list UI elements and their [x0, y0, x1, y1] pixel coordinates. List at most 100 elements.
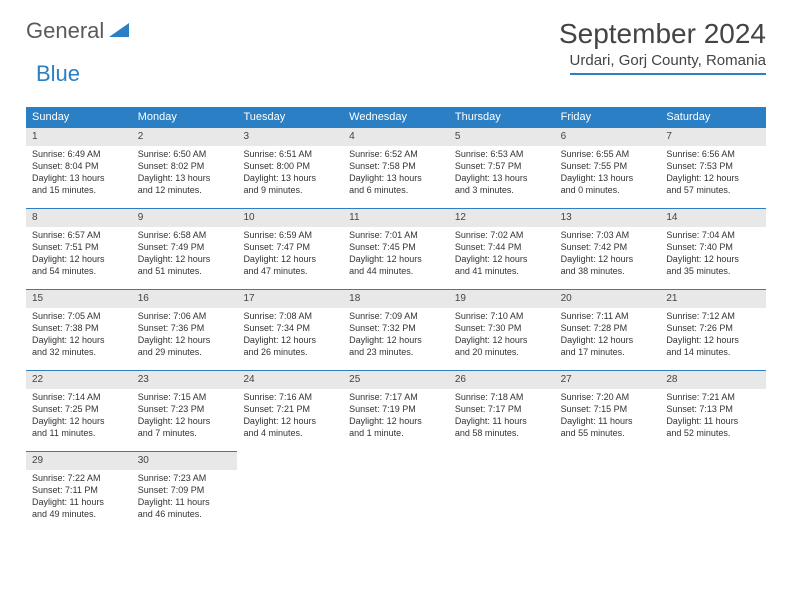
day-ss: Sunset: 7:09 PM: [138, 484, 232, 496]
day-d1: Daylight: 13 hours: [243, 172, 337, 184]
day-number: 9: [132, 208, 238, 227]
day-number: 11: [343, 208, 449, 227]
day-d2: and 23 minutes.: [349, 346, 443, 358]
day-ss: Sunset: 7:58 PM: [349, 160, 443, 172]
day-sr: Sunrise: 7:18 AM: [455, 391, 549, 403]
day-number: 30: [132, 451, 238, 470]
day-data: Sunrise: 6:57 AMSunset: 7:51 PMDaylight:…: [26, 227, 132, 282]
day-data: Sunrise: 7:15 AMSunset: 7:23 PMDaylight:…: [132, 389, 238, 444]
day-sr: Sunrise: 6:52 AM: [349, 148, 443, 160]
day-d1: Daylight: 12 hours: [138, 415, 232, 427]
day-d2: and 29 minutes.: [138, 346, 232, 358]
day-number: 8: [26, 208, 132, 227]
day-d1: Daylight: 12 hours: [138, 334, 232, 346]
day-number: 19: [449, 289, 555, 308]
day-data: Sunrise: 7:02 AMSunset: 7:44 PMDaylight:…: [449, 227, 555, 282]
day-ss: Sunset: 8:04 PM: [32, 160, 126, 172]
day-d2: and 7 minutes.: [138, 427, 232, 439]
day-number: 10: [237, 208, 343, 227]
day-data: Sunrise: 6:56 AMSunset: 7:53 PMDaylight:…: [660, 146, 766, 201]
day-number: 20: [555, 289, 661, 308]
day-d1: Daylight: 11 hours: [138, 496, 232, 508]
day-ss: Sunset: 7:38 PM: [32, 322, 126, 334]
day-number: 2: [132, 127, 238, 146]
day-d2: and 0 minutes.: [561, 184, 655, 196]
day-d2: and 15 minutes.: [32, 184, 126, 196]
day-number: 22: [26, 370, 132, 389]
week-row: 8Sunrise: 6:57 AMSunset: 7:51 PMDaylight…: [26, 208, 766, 281]
day-number: 13: [555, 208, 661, 227]
day-ss: Sunset: 7:34 PM: [243, 322, 337, 334]
day-d1: Daylight: 12 hours: [455, 334, 549, 346]
day-d2: and 46 minutes.: [138, 508, 232, 520]
day-data: Sunrise: 7:16 AMSunset: 7:21 PMDaylight:…: [237, 389, 343, 444]
day-sr: Sunrise: 6:56 AM: [666, 148, 760, 160]
day-cell: 29Sunrise: 7:22 AMSunset: 7:11 PMDayligh…: [26, 451, 132, 524]
day-d1: Daylight: 12 hours: [349, 415, 443, 427]
day-d2: and 14 minutes.: [666, 346, 760, 358]
week-row: 22Sunrise: 7:14 AMSunset: 7:25 PMDayligh…: [26, 370, 766, 443]
day-cell: 27Sunrise: 7:20 AMSunset: 7:15 PMDayligh…: [555, 370, 661, 443]
day-number: 26: [449, 370, 555, 389]
day-d1: Daylight: 12 hours: [243, 334, 337, 346]
day-d2: and 4 minutes.: [243, 427, 337, 439]
day-d1: Daylight: 11 hours: [455, 415, 549, 427]
day-d1: Daylight: 11 hours: [32, 496, 126, 508]
day-d2: and 3 minutes.: [455, 184, 549, 196]
day-sr: Sunrise: 7:06 AM: [138, 310, 232, 322]
day-data: Sunrise: 7:10 AMSunset: 7:30 PMDaylight:…: [449, 308, 555, 363]
day-d1: Daylight: 12 hours: [138, 253, 232, 265]
day-data: Sunrise: 7:05 AMSunset: 7:38 PMDaylight:…: [26, 308, 132, 363]
day-sr: Sunrise: 6:50 AM: [138, 148, 232, 160]
week-row: 1Sunrise: 6:49 AMSunset: 8:04 PMDaylight…: [26, 127, 766, 200]
day-cell: 2Sunrise: 6:50 AMSunset: 8:02 PMDaylight…: [132, 127, 238, 200]
day-number: 17: [237, 289, 343, 308]
day-cell: 10Sunrise: 6:59 AMSunset: 7:47 PMDayligh…: [237, 208, 343, 281]
day-d1: Daylight: 13 hours: [32, 172, 126, 184]
day-data: Sunrise: 7:17 AMSunset: 7:19 PMDaylight:…: [343, 389, 449, 444]
day-ss: Sunset: 7:40 PM: [666, 241, 760, 253]
day-ss: Sunset: 7:32 PM: [349, 322, 443, 334]
day-cell: [555, 451, 661, 524]
day-d2: and 54 minutes.: [32, 265, 126, 277]
day-d2: and 44 minutes.: [349, 265, 443, 277]
day-cell: 20Sunrise: 7:11 AMSunset: 7:28 PMDayligh…: [555, 289, 661, 362]
day-cell: 25Sunrise: 7:17 AMSunset: 7:19 PMDayligh…: [343, 370, 449, 443]
day-d1: Daylight: 12 hours: [32, 415, 126, 427]
day-sr: Sunrise: 6:53 AM: [455, 148, 549, 160]
day-cell: 22Sunrise: 7:14 AMSunset: 7:25 PMDayligh…: [26, 370, 132, 443]
day-number: 14: [660, 208, 766, 227]
day-ss: Sunset: 7:21 PM: [243, 403, 337, 415]
day-d1: Daylight: 12 hours: [32, 334, 126, 346]
day-sr: Sunrise: 7:17 AM: [349, 391, 443, 403]
day-data: Sunrise: 7:12 AMSunset: 7:26 PMDaylight:…: [660, 308, 766, 363]
day-sr: Sunrise: 7:23 AM: [138, 472, 232, 484]
day-d1: Daylight: 12 hours: [349, 334, 443, 346]
day-number: 21: [660, 289, 766, 308]
day-header: Sunday: [26, 107, 132, 127]
day-cell: 11Sunrise: 7:01 AMSunset: 7:45 PMDayligh…: [343, 208, 449, 281]
day-data: Sunrise: 6:49 AMSunset: 8:04 PMDaylight:…: [26, 146, 132, 201]
day-number: 5: [449, 127, 555, 146]
day-cell: 17Sunrise: 7:08 AMSunset: 7:34 PMDayligh…: [237, 289, 343, 362]
day-number: 27: [555, 370, 661, 389]
day-ss: Sunset: 7:26 PM: [666, 322, 760, 334]
day-sr: Sunrise: 6:51 AM: [243, 148, 337, 160]
logo: General: [26, 18, 131, 44]
day-d2: and 32 minutes.: [32, 346, 126, 358]
day-data: Sunrise: 7:09 AMSunset: 7:32 PMDaylight:…: [343, 308, 449, 363]
day-cell: 4Sunrise: 6:52 AMSunset: 7:58 PMDaylight…: [343, 127, 449, 200]
day-number: 4: [343, 127, 449, 146]
day-d1: Daylight: 12 hours: [243, 253, 337, 265]
day-d2: and 52 minutes.: [666, 427, 760, 439]
day-cell: 28Sunrise: 7:21 AMSunset: 7:13 PMDayligh…: [660, 370, 766, 443]
day-d2: and 47 minutes.: [243, 265, 337, 277]
week-row: 15Sunrise: 7:05 AMSunset: 7:38 PMDayligh…: [26, 289, 766, 362]
logo-name: General: [26, 18, 104, 44]
day-number: 12: [449, 208, 555, 227]
day-header: Saturday: [660, 107, 766, 127]
day-ss: Sunset: 7:11 PM: [32, 484, 126, 496]
day-data: Sunrise: 7:18 AMSunset: 7:17 PMDaylight:…: [449, 389, 555, 444]
day-cell: 26Sunrise: 7:18 AMSunset: 7:17 PMDayligh…: [449, 370, 555, 443]
day-sr: Sunrise: 7:15 AM: [138, 391, 232, 403]
